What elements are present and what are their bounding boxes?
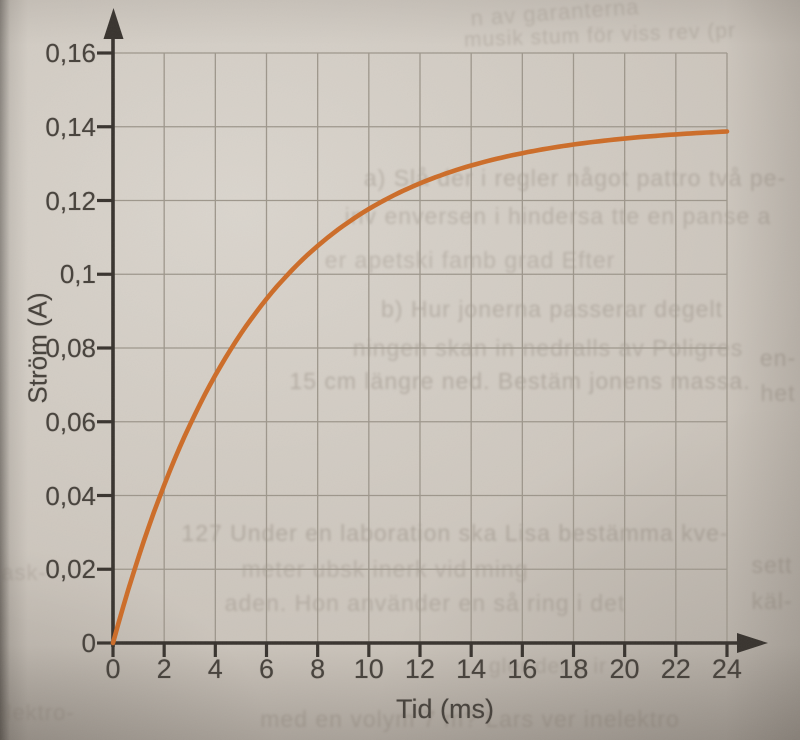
x-tick-label: 2 bbox=[156, 654, 172, 684]
y-tick-label: 0,1 bbox=[59, 259, 96, 290]
y-tick-label: 0,14 bbox=[45, 111, 96, 142]
x-axis-tick-labels: 0 2 4 6 8 10 12 14 16 18 20 22 bbox=[88, 654, 752, 684]
x-tick-label: 6 bbox=[258, 654, 274, 684]
y-tick-label: 0,04 bbox=[45, 480, 96, 511]
y-axis-title: Ström (A) bbox=[22, 292, 53, 404]
x-tick-label: 10 bbox=[353, 654, 384, 684]
x-tick-label: 18 bbox=[558, 654, 589, 684]
x-tick-label: 4 bbox=[207, 654, 223, 684]
x-axis-title: Tid (ms) bbox=[396, 694, 494, 724]
y-tick-label: 0,12 bbox=[45, 185, 96, 216]
x-tick-label: 22 bbox=[660, 654, 691, 684]
x-tick-label: 20 bbox=[609, 654, 640, 684]
x-tick-label: 14 bbox=[456, 654, 487, 684]
y-tick-label: 0,06 bbox=[45, 406, 96, 437]
x-tick-label: 24 bbox=[711, 654, 742, 684]
x-tick-label: 12 bbox=[404, 654, 435, 684]
x-tick-label: 8 bbox=[310, 654, 326, 684]
y-tick-label: 0,16 bbox=[45, 38, 96, 68]
y-tick-label: 0,02 bbox=[45, 554, 96, 585]
x-tick-label: 0 bbox=[105, 654, 121, 684]
x-tick-label: 16 bbox=[507, 654, 538, 684]
